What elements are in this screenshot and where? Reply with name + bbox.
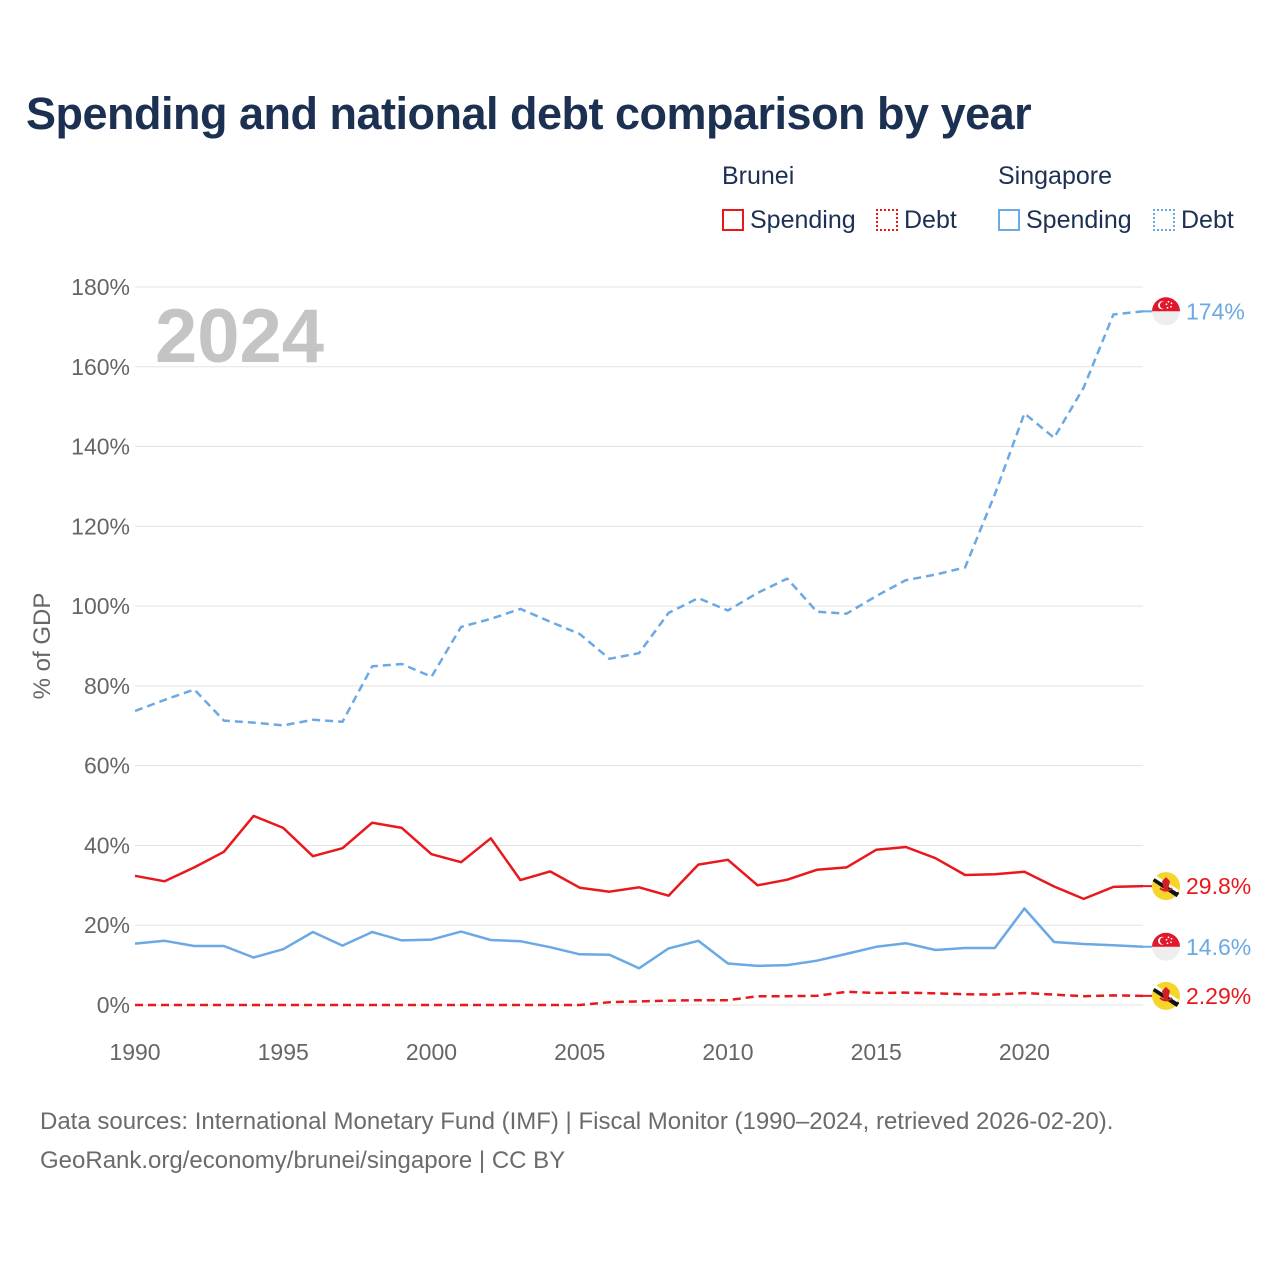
- line-chart: 2024 0%20%40%60%80%100%120%140%160%180% …: [29, 274, 1251, 1065]
- y-tick-label: 0%: [97, 992, 130, 1018]
- y-tick-label: 160%: [71, 354, 130, 380]
- brunei-flag-icon: [1152, 981, 1180, 1010]
- year-watermark: 2024: [155, 294, 324, 379]
- gridlines: [135, 286, 1143, 1006]
- flag-emblem-crescent: [1159, 887, 1173, 892]
- legend-group-singapore: Singapore: [998, 162, 1112, 190]
- y-tick-label: 100%: [71, 593, 130, 619]
- x-tick-label: 1990: [109, 1039, 160, 1065]
- legend-label: Debt: [1181, 205, 1234, 234]
- footer-attribution[interactable]: GeoRank.org/economy/brunei/singapore | C…: [40, 1147, 566, 1174]
- flag-star: [1170, 941, 1172, 944]
- x-tick-label: 2020: [999, 1039, 1050, 1065]
- brunei-flag-icon: [1152, 872, 1180, 901]
- flag-emblem: [1162, 877, 1170, 891]
- flag-star: [1165, 303, 1168, 306]
- legend-singapore-debt[interactable]: Debt: [1153, 204, 1234, 236]
- series-lines: [134, 310, 1144, 1007]
- legend-label: Spending: [1026, 205, 1132, 234]
- x-tick-label: 2000: [406, 1039, 457, 1065]
- legend-swatch-solid-blue: [998, 209, 1020, 231]
- end-value-label: 174%: [1186, 298, 1245, 324]
- flag-star: [1170, 305, 1172, 308]
- footer-sources: Data sources: International Monetary Fun…: [40, 1108, 1114, 1135]
- y-axis-ticks: 0% 20% 40% 60% 80% 100% 120% 140% 160% 180%: [71, 274, 130, 1018]
- flag-star: [1167, 936, 1170, 939]
- singapore-flag-icon: [1152, 932, 1180, 961]
- flag-crescent-cut: [1159, 937, 1168, 945]
- y-tick-label: 20%: [84, 912, 130, 938]
- x-axis-ticks: 1990 1995 2000 2005 2010 2015 2020: [109, 1039, 1050, 1065]
- flag-star: [1167, 300, 1170, 303]
- flag-star: [1165, 938, 1168, 941]
- legend-group-brunei: Brunei: [722, 162, 795, 190]
- x-tick-label: 2015: [851, 1039, 902, 1065]
- x-tick-label: 2010: [702, 1039, 753, 1065]
- series-end-markers: 174% 29.8% 14.6% 2.29%: [1143, 297, 1251, 1010]
- y-tick-label: 40%: [84, 832, 130, 858]
- flag-emblem: [1162, 986, 1170, 1000]
- x-tick-label: 2005: [554, 1039, 605, 1065]
- flag-star: [1170, 302, 1173, 305]
- end-value-label: 2.29%: [1186, 983, 1251, 1009]
- series-line-brunei-debt[interactable]: [135, 990, 1144, 1007]
- legend-label: Debt: [904, 205, 957, 234]
- legend-brunei-spending[interactable]: Spending: [722, 204, 856, 236]
- flag-star: [1166, 942, 1169, 945]
- flag-emblem-crescent: [1159, 997, 1173, 1002]
- end-value-label: 29.8%: [1186, 873, 1251, 899]
- end-value-label: 14.6%: [1186, 934, 1251, 960]
- y-tick-label: 140%: [71, 434, 130, 460]
- flag-star: [1170, 937, 1173, 940]
- flag-star: [1166, 306, 1169, 309]
- y-tick-label: 80%: [84, 673, 130, 699]
- legend-singapore-spending[interactable]: Spending: [998, 204, 1132, 236]
- y-tick-label: 120%: [71, 513, 130, 539]
- flag-crescent-cut: [1159, 301, 1168, 309]
- x-tick-label: 1995: [258, 1039, 309, 1065]
- legend-swatch-dotted-blue: [1153, 209, 1175, 231]
- series-line-brunei-spending[interactable]: [134, 814, 1144, 901]
- legend-brunei-debt[interactable]: Debt: [876, 204, 957, 236]
- legend-label: Spending: [750, 205, 856, 234]
- y-axis-label: % of GDP: [29, 593, 56, 700]
- y-tick-label: 180%: [71, 274, 130, 300]
- series-line-singapore-debt[interactable]: [134, 310, 1144, 727]
- series-line-singapore-spending[interactable]: [134, 907, 1144, 970]
- legend-swatch-dotted-red: [876, 209, 898, 231]
- chart-title: Spending and national debt comparison by…: [26, 88, 1032, 139]
- y-tick-label: 60%: [84, 753, 130, 779]
- singapore-flag-icon: [1152, 297, 1180, 326]
- legend-swatch-solid-red: [722, 209, 744, 231]
